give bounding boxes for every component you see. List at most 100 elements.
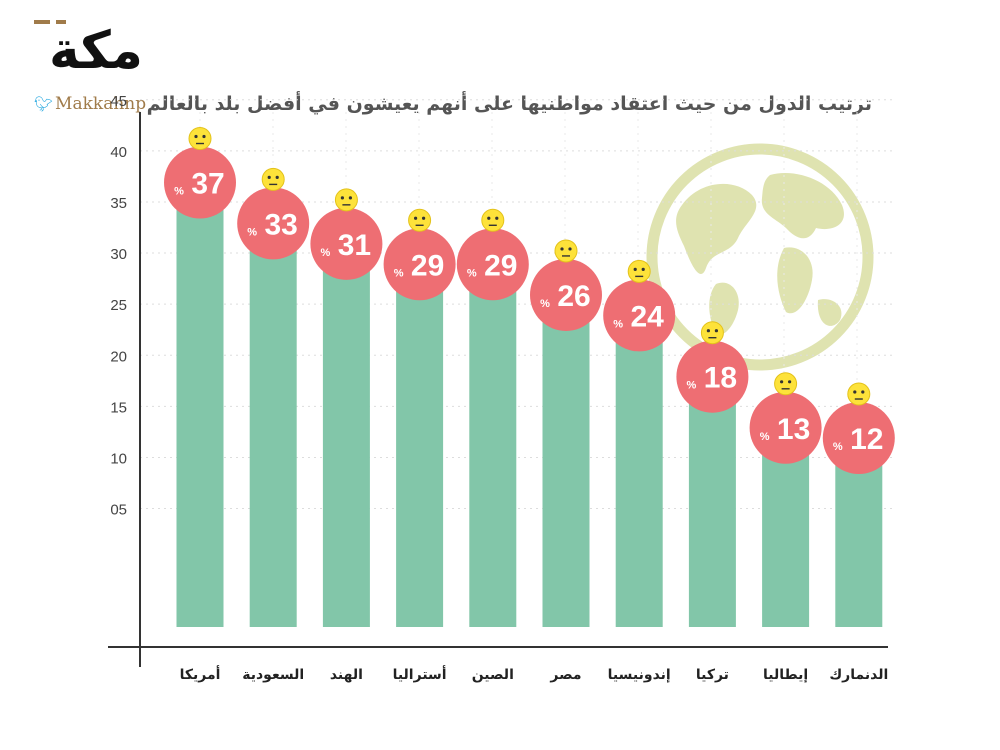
bar — [615, 314, 663, 627]
smiley-eye — [340, 196, 344, 200]
globe-continent-africa — [777, 247, 813, 314]
smiley-icon — [700, 321, 724, 345]
smiley-eye — [714, 329, 719, 333]
smiley-eye — [853, 390, 857, 394]
globe-ring — [646, 143, 874, 371]
globe-icon — [646, 143, 874, 371]
smiley-eye — [194, 134, 198, 139]
bar — [176, 181, 224, 627]
bubble-circle — [164, 146, 236, 219]
data-label: 12 — [850, 423, 883, 456]
category-label: أمريكا — [180, 665, 221, 683]
data-label: 13 — [777, 413, 810, 446]
bubble-circle — [749, 391, 822, 464]
category-label: إندونيسيا — [608, 667, 671, 683]
percent-sign: % — [833, 441, 843, 453]
chart-bars — [176, 181, 883, 627]
logo-wordmark: مكة — [49, 21, 143, 76]
smiley-eye — [788, 380, 792, 384]
bubble-circle — [310, 207, 383, 280]
smiley-eye — [414, 216, 418, 220]
smiley-eye — [560, 247, 564, 251]
smiley-eye — [861, 390, 865, 394]
value-bubble: 26% — [530, 239, 602, 331]
data-label: 24 — [631, 300, 665, 333]
globe-continent-eurasia — [761, 173, 844, 239]
y-tick-label: 10 — [110, 450, 127, 467]
category-label: الصين — [472, 667, 514, 683]
smiley-eye — [487, 216, 491, 220]
percent-sign: % — [613, 318, 623, 330]
twitter-bird-icon: 🐦︎ — [34, 95, 54, 113]
smiley-icon — [627, 259, 651, 283]
bubble-circle — [822, 402, 895, 475]
y-tick-label: 25 — [110, 297, 127, 314]
smiley-icon — [334, 188, 358, 212]
percent-sign: % — [467, 267, 477, 279]
bubble-circle — [676, 340, 749, 413]
bar — [542, 293, 590, 627]
value-bubble: 12% — [822, 382, 895, 475]
value-bubble: 13% — [749, 372, 822, 464]
smiley-eye — [348, 196, 352, 200]
value-bubble: 29% — [456, 208, 529, 301]
logo-accent — [34, 20, 50, 24]
bubble-circle — [456, 228, 529, 301]
category-label: مصر — [549, 667, 581, 683]
smiley-face — [261, 167, 285, 191]
percent-sign: % — [247, 226, 257, 238]
globe-continent-oceania — [817, 299, 842, 326]
smiley-face — [481, 208, 505, 232]
bar — [396, 263, 444, 627]
percent-sign: % — [687, 380, 697, 392]
percent-sign: % — [394, 267, 404, 279]
data-label: 31 — [338, 229, 371, 262]
smiley-icon — [408, 208, 432, 232]
smiley-eye — [780, 380, 784, 384]
value-bubble: 18% — [676, 321, 749, 413]
bar — [469, 263, 517, 627]
smiley-face — [554, 239, 578, 263]
smiley-eye — [568, 247, 572, 251]
bubble-circle — [383, 228, 456, 301]
y-axis-ticks: 05 10 15 20 25 30 35 40 45 — [110, 93, 127, 519]
smiley-eye — [633, 267, 637, 271]
globe-continent-americas — [676, 183, 757, 274]
smiley-icon — [847, 382, 871, 406]
y-tick-label: 15 — [110, 399, 127, 416]
smiley-eye — [275, 175, 279, 179]
value-bubble: 33% — [237, 167, 310, 260]
smiley-eye — [422, 216, 426, 220]
data-label: 18 — [704, 362, 737, 395]
bar — [688, 375, 736, 627]
smiley-face — [847, 382, 871, 406]
bubble-circle — [530, 258, 602, 331]
smiley-face — [188, 127, 212, 151]
data-label: 29 — [411, 249, 444, 282]
data-label: 37 — [191, 168, 224, 201]
bubble-circle — [603, 279, 676, 352]
brand-logo: مكة 🐦︎ Makkahnp — [26, 18, 166, 114]
category-label: أستراليا — [393, 665, 447, 683]
makkah-logo-mark: مكة — [34, 20, 143, 76]
percent-sign: % — [540, 298, 550, 310]
category-label: تركيا — [696, 667, 729, 683]
percent-sign: % — [760, 431, 770, 443]
globe-continent-south — [709, 282, 739, 335]
smiley-icon — [554, 239, 578, 263]
twitter-handle[interactable]: 🐦︎ Makkahnp — [34, 94, 146, 114]
category-label: إيطاليا — [763, 667, 808, 683]
bar — [249, 222, 297, 627]
bar — [322, 242, 370, 627]
data-label: 26 — [557, 280, 590, 313]
x-axis-labels: أمريكا السعودية الهند أستراليا الصين مصر إندون… — [180, 665, 889, 683]
smiley-eye — [641, 267, 645, 271]
smiley-eye — [495, 216, 499, 220]
value-bubble: 31% — [310, 188, 383, 280]
smiley-icon — [188, 127, 212, 151]
chart-axes — [108, 112, 888, 667]
category-label: السعودية — [242, 667, 304, 683]
value-bubble: 24% — [603, 259, 676, 352]
smiley-face — [408, 208, 432, 232]
